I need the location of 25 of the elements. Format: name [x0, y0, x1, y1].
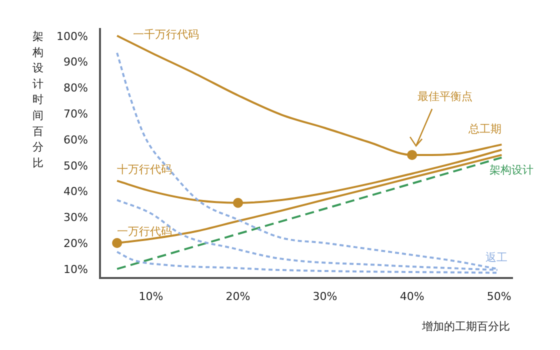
y-tick-label: 60% — [64, 133, 88, 146]
point — [233, 198, 244, 208]
y-tick-label: 40% — [64, 185, 88, 198]
y-tick-label: 30% — [64, 211, 88, 224]
annotation: 总工期 — [468, 122, 502, 136]
y-tick-label: 100% — [56, 30, 88, 43]
y-tick-label: 20% — [64, 237, 88, 250]
x-tick-label: 10% — [138, 290, 164, 303]
x-tick-label: 40% — [400, 290, 424, 303]
annotation: 最佳平衡点 — [418, 90, 473, 103]
series-label: 架构设计 — [490, 164, 534, 177]
y-tick-label: 90% — [64, 56, 88, 69]
x-tick-label: 20% — [226, 290, 250, 303]
series-label: 返工 — [485, 250, 508, 264]
x-axis-title: 增加的工期百分比 — [421, 320, 510, 333]
y-tick-label: 50% — [64, 159, 88, 172]
y-tick-label: 80% — [64, 82, 88, 95]
point — [407, 150, 418, 160]
x-tick-label: 30% — [312, 290, 338, 303]
y-tick-label: 10% — [64, 262, 88, 276]
series-label: 一千万行代码 — [133, 28, 200, 41]
y-tick-label: 70% — [64, 107, 88, 120]
text: 架构设计时间百分比 — [32, 30, 44, 170]
x-tick-label: 50% — [486, 290, 512, 303]
point — [112, 238, 122, 248]
